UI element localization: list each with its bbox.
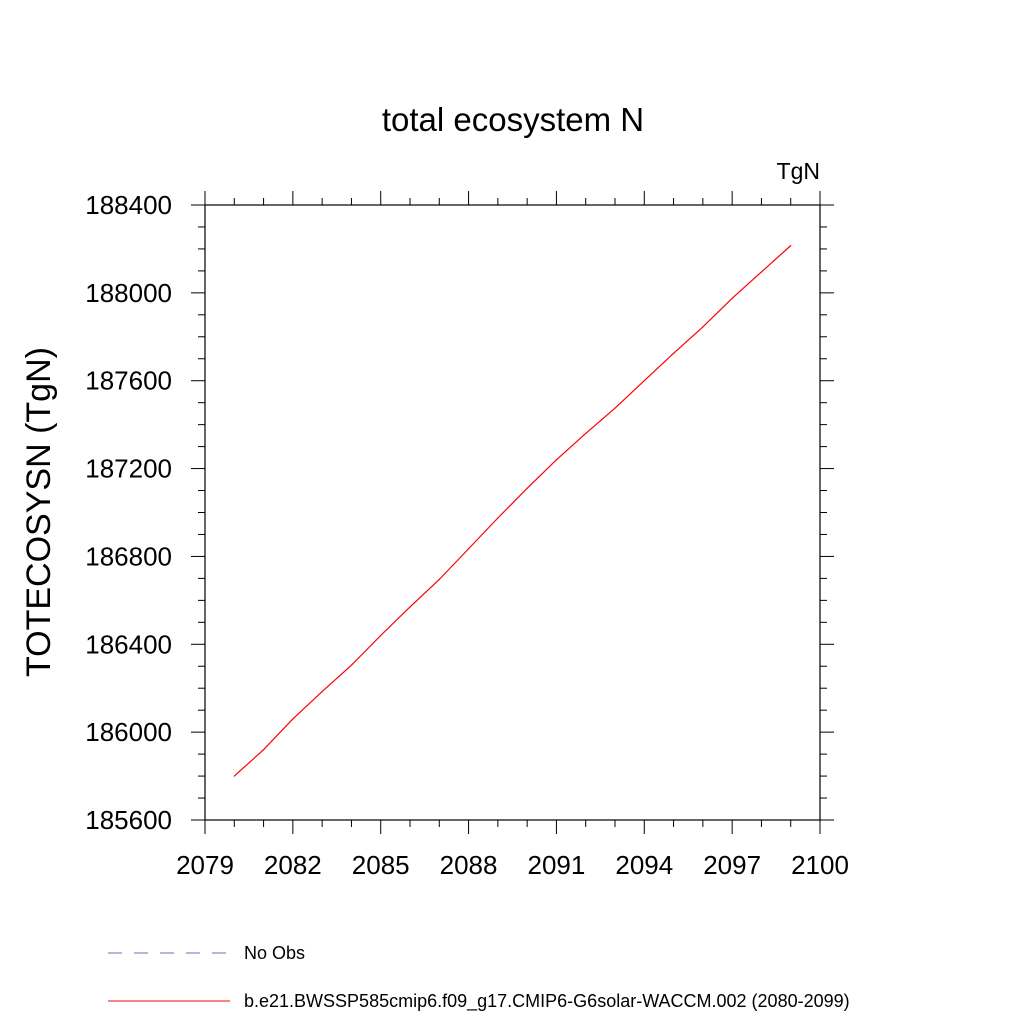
- data-point: [350, 664, 353, 666]
- data-point: [614, 407, 616, 409]
- data-point: [497, 517, 499, 519]
- data-point: [409, 606, 411, 608]
- data-point: [233, 775, 235, 777]
- y-tick-label: 186000: [85, 717, 172, 747]
- legend: No Obs b.e21.BWSSP585cmip6.f09_g17.CMIP6-…: [108, 943, 850, 1012]
- data-point: [467, 548, 470, 550]
- y-tick-label: 188400: [85, 190, 172, 220]
- units-label: TgN: [777, 158, 820, 184]
- data-point: [438, 578, 440, 581]
- data-point: [585, 432, 587, 435]
- y-tick-label: 187200: [85, 454, 172, 484]
- y-tick-label: 187600: [85, 366, 172, 396]
- x-tick-label: 2097: [703, 850, 761, 880]
- legend-label-1: b.e21.BWSSP585cmip6.f09_g17.CMIP6-G6sola…: [244, 991, 850, 1012]
- data-point: [790, 245, 792, 247]
- y-tick-label: 185600: [85, 805, 172, 835]
- data-point: [760, 271, 763, 273]
- x-tick-label: 2094: [615, 850, 673, 880]
- data-point: [380, 634, 382, 637]
- axis-ticks: [191, 191, 834, 834]
- data-point: [702, 326, 704, 328]
- plot-frame: [204, 204, 821, 821]
- y-tick-label: 188000: [85, 278, 172, 308]
- data-point: [643, 380, 645, 382]
- y-tick-label: 186800: [85, 541, 172, 571]
- series-group: [233, 245, 792, 777]
- data-point: [262, 749, 265, 751]
- x-tick-label: 2100: [791, 850, 849, 880]
- y-tick-label: 186400: [85, 629, 172, 659]
- y-tick-labels: 185600 186000 186400 186800 187200 187600 1880…: [85, 190, 172, 835]
- data-point: [321, 690, 323, 693]
- data-point: [672, 352, 675, 354]
- x-tick-labels: 2079 2082 2085 2088 2091 2094 2097 2100: [176, 850, 849, 880]
- chart-title: total ecosystem N: [382, 101, 644, 138]
- x-tick-label: 2091: [528, 850, 586, 880]
- data-point: [526, 487, 528, 489]
- x-tick-label: 2085: [352, 850, 410, 880]
- legend-label-0: No Obs: [244, 943, 305, 963]
- x-tick-label: 2082: [264, 850, 322, 880]
- data-point: [555, 459, 558, 461]
- data-point: [292, 718, 294, 720]
- x-tick-label: 2079: [176, 850, 234, 880]
- series-line-0: [233, 245, 792, 777]
- data-point: [731, 297, 733, 299]
- x-tick-label: 2088: [440, 850, 498, 880]
- y-axis-label: TOTECOSYSN (TgN): [20, 347, 58, 677]
